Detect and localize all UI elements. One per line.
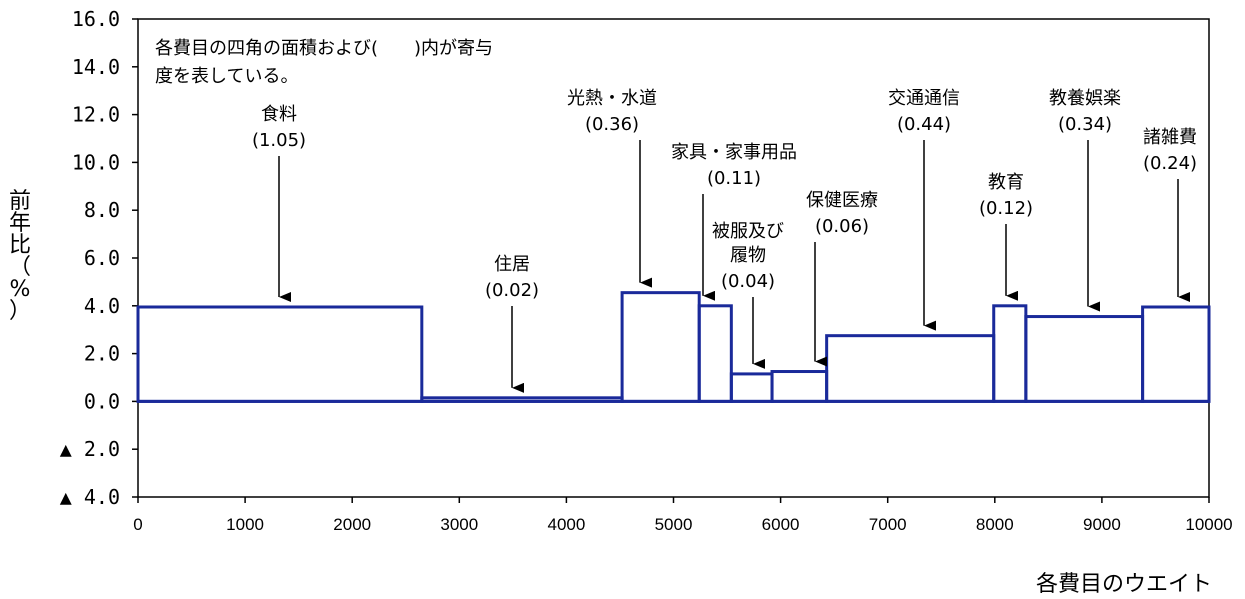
category-name: 保健医療	[806, 190, 878, 211]
x-tick-label: 10000	[1185, 515, 1232, 534]
contribution-label: (0.34)	[1058, 114, 1112, 135]
y-label-char: ）	[9, 299, 31, 324]
y-tick-label: 12.0	[72, 103, 120, 127]
y-tick-label: 8.0	[84, 198, 120, 222]
category-name: 食料	[261, 104, 297, 125]
y-axis-label: 前年比（%）	[9, 189, 31, 324]
y-label-char: 前	[9, 189, 31, 214]
x-tick-label: 2000	[333, 515, 371, 534]
y-tick-label: 10.0	[72, 150, 120, 174]
category-name: 住居	[494, 254, 530, 275]
contribution-label: (0.24)	[1143, 153, 1197, 174]
weighted-bars	[136, 291, 1211, 403]
x-tick-label: 8000	[976, 515, 1014, 534]
category-name: 交通通信	[888, 88, 960, 109]
y-label-char: 比	[9, 233, 31, 258]
contribution-label: (1.05)	[252, 130, 306, 151]
contribution-label: (0.12)	[979, 198, 1033, 219]
label-arrows	[278, 140, 1190, 393]
y-tick-label: 4.0	[84, 294, 120, 318]
x-axis-ticks: 0 1000 2000 3000 4000 5000 6000 7000 8000 9000 100…	[133, 497, 1233, 534]
category-name: 家具・家事用品	[671, 142, 797, 163]
y-label-char: 年	[9, 211, 31, 236]
x-tick-label: 3000	[440, 515, 478, 534]
y-axis-ticks: 16.0 14.0 12.0 10.0 8.0 6.0 4.0 2.0 0.0 ▲ 2.0 ▲ 4.…	[60, 7, 138, 509]
category-name: 諸雑費	[1143, 127, 1197, 148]
contribution-label: (0.04)	[721, 271, 775, 292]
y-tick-label: ▲ 4.0	[60, 485, 120, 509]
weighted-bar	[1141, 305, 1211, 403]
y-tick-label: ▲ 2.0	[60, 437, 120, 461]
y-label-char: %	[10, 277, 31, 302]
contribution-label: (0.11)	[707, 168, 761, 189]
contribution-label: (0.02)	[485, 280, 539, 301]
weighted-bar	[729, 372, 774, 403]
x-tick-label: 5000	[655, 515, 693, 534]
note-line: 各費目の四角の面積および( )内が寄与	[155, 38, 493, 59]
category-name: 教育	[988, 172, 1024, 193]
y-label-char: （	[9, 255, 31, 280]
x-axis-label: 各費目のウエイト	[1036, 572, 1212, 597]
contribution-label: (0.44)	[897, 114, 951, 135]
x-tick-label: 9000	[1083, 515, 1121, 534]
weighted-bar	[620, 291, 701, 403]
x-tick-label: 7000	[869, 515, 907, 534]
note-line: 度を表している。	[155, 66, 298, 87]
x-tick-label: 6000	[762, 515, 800, 534]
category-labels: 食料 (1.05) 住居 (0.02) 光熱・水道 (0.36) 家具・家事用品 (0.11)…	[252, 88, 1197, 301]
category-name: 被服及び	[712, 221, 784, 242]
y-tick-label: 0.0	[84, 389, 120, 413]
y-tick-label: 14.0	[72, 55, 120, 79]
x-tick-label: 1000	[226, 515, 264, 534]
weighted-bar	[770, 370, 829, 403]
x-tick-label: 4000	[547, 515, 585, 534]
weighted-bar	[136, 305, 424, 403]
y-tick-label: 2.0	[84, 342, 120, 366]
y-tick-label: 6.0	[84, 246, 120, 270]
weighted-bar	[992, 304, 1028, 403]
category-name: 履物	[730, 245, 766, 266]
contribution-label: (0.06)	[815, 216, 869, 237]
weighted-bar	[697, 304, 733, 403]
category-name: 教養娯楽	[1049, 88, 1121, 109]
weighted-bar	[1024, 315, 1145, 403]
y-tick-label: 16.0	[72, 7, 120, 31]
contribution-label: (0.36)	[585, 114, 639, 135]
category-name: 光熱・水道	[567, 88, 657, 109]
x-tick-label: 0	[133, 515, 142, 534]
weighted-bar	[825, 334, 996, 403]
